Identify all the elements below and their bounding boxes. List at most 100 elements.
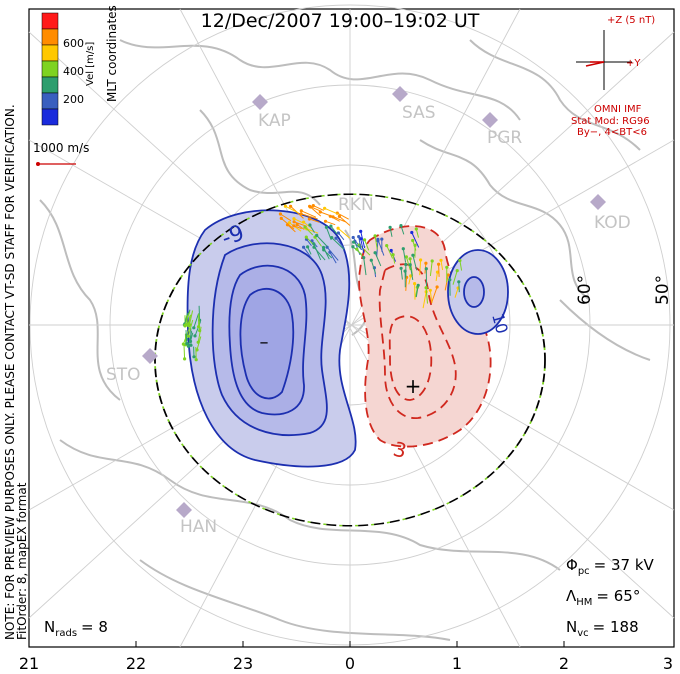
velocity-vector <box>400 268 403 280</box>
station-kap-marker <box>252 94 268 110</box>
coastline-east <box>419 139 591 301</box>
dawn-negative-cell <box>447 249 509 335</box>
velocity-vector <box>303 246 313 259</box>
velocity-vector <box>304 226 314 236</box>
plot-frame <box>28 8 675 648</box>
velocity-vectors <box>181 204 463 362</box>
velocity-vector <box>358 236 362 250</box>
velocity-vector <box>440 260 444 271</box>
velocity-vector <box>309 218 320 223</box>
velocity-vector <box>452 270 458 285</box>
velocity-vector <box>316 235 328 247</box>
negative-contour-core <box>239 287 295 400</box>
velocity-vector <box>338 232 345 241</box>
velocity-vector <box>183 342 186 359</box>
mlt-grid <box>28 8 675 648</box>
colorbar-swatch <box>41 28 59 46</box>
coastline-north <box>119 39 521 121</box>
velocity-vector <box>193 313 200 328</box>
velocity-vector <box>339 216 351 226</box>
velocity-vector <box>287 224 296 233</box>
lambda-hm-stat: ΛHM = 65° <box>566 587 640 608</box>
minimum-marker: – <box>260 332 269 353</box>
velocity-vector <box>187 319 194 337</box>
dawn-contour-inner <box>463 276 485 308</box>
contour-label-dawn: 10 <box>488 311 512 336</box>
vector-origin <box>391 253 395 257</box>
velocity-vector <box>425 287 428 304</box>
colorbar-swatch <box>41 76 59 94</box>
vector-scale-arrow <box>36 162 76 166</box>
colorbar-ticks: 600 400 200 <box>63 37 84 106</box>
imf-dial <box>576 30 632 90</box>
imf-condition: By−, 4<BT<6 <box>577 127 647 138</box>
coastline-west <box>39 199 121 401</box>
side-note-preview: NOTE: FOR PREVIEW PURPOSES ONLY. PLEASE … <box>3 104 17 640</box>
vector-origin <box>411 253 415 257</box>
vector-origin <box>401 247 405 251</box>
velocity-vector <box>408 275 412 285</box>
vector-origin <box>299 212 303 216</box>
coords-label: MLT coordinates <box>105 5 119 102</box>
velocity-vector <box>364 239 370 251</box>
velocity-vector <box>187 314 192 325</box>
velocity-vector <box>323 249 333 259</box>
hm-boundary <box>154 193 546 527</box>
velocity-vector <box>405 256 411 271</box>
colorbar-swatch <box>41 92 59 110</box>
colorbar-swatch <box>41 12 59 30</box>
velocity-vector <box>280 213 292 222</box>
velocity-vector <box>435 272 438 281</box>
station-markers <box>142 86 606 518</box>
velocity-vector <box>454 287 459 298</box>
lat-label-50: 50° <box>653 275 673 305</box>
velocity-vector <box>415 228 419 238</box>
velocity-vector <box>415 285 419 298</box>
coastline-south <box>59 439 561 571</box>
velocity-vector <box>335 237 345 249</box>
velocity-vector <box>314 236 322 247</box>
velocity-vector <box>353 241 362 249</box>
vector-scale-label: 1000 m/s <box>33 141 89 155</box>
velocity-vector <box>337 227 351 239</box>
velocity-vector <box>337 212 349 220</box>
velocity-vector <box>360 231 366 249</box>
velocity-vector <box>309 224 315 233</box>
imf-source: OMNI IMF <box>594 104 642 115</box>
velocity-vector <box>360 238 365 254</box>
velocity-vector <box>332 216 347 223</box>
velocity-vector <box>313 243 322 261</box>
station-sto-marker <box>142 348 158 364</box>
velocity-vector <box>431 286 438 304</box>
station-label-pgr: PGR <box>487 128 522 148</box>
velocity-vector <box>330 225 338 235</box>
velocity-vector <box>187 331 193 347</box>
station-label-rkn: RKN <box>338 195 374 215</box>
phi-pc-stat: Φpc = 37 kV <box>566 556 655 577</box>
velocity-vector <box>326 246 339 261</box>
velocity-vector <box>422 291 427 309</box>
velocity-vector <box>293 218 303 224</box>
contour-label-pos: 3 <box>391 437 410 463</box>
colorbar-tick-600: 600 <box>63 37 84 50</box>
velocity-vector <box>419 259 422 276</box>
station-label-kap: KAP <box>258 111 291 131</box>
vector-origin <box>359 237 363 241</box>
mlt-tick-21: 21 <box>19 654 39 673</box>
mlt-tick-22: 22 <box>126 654 146 673</box>
velocity-vector <box>325 227 332 241</box>
velocity-vector <box>356 248 363 257</box>
mlt-tick-1: 1 <box>452 654 462 673</box>
velocity-vector <box>289 222 302 232</box>
velocity-vector <box>374 252 382 267</box>
velocity-vector <box>285 205 299 214</box>
station-han-marker <box>176 502 192 518</box>
velocity-vector <box>415 287 418 298</box>
colorbar-tick-200: 200 <box>63 93 84 106</box>
velocity-vector <box>303 221 313 229</box>
station-label-han: HAN <box>180 517 217 537</box>
positive-contour-3 <box>388 315 433 401</box>
velocity-vector <box>402 248 407 263</box>
velocity-vector <box>190 332 194 342</box>
